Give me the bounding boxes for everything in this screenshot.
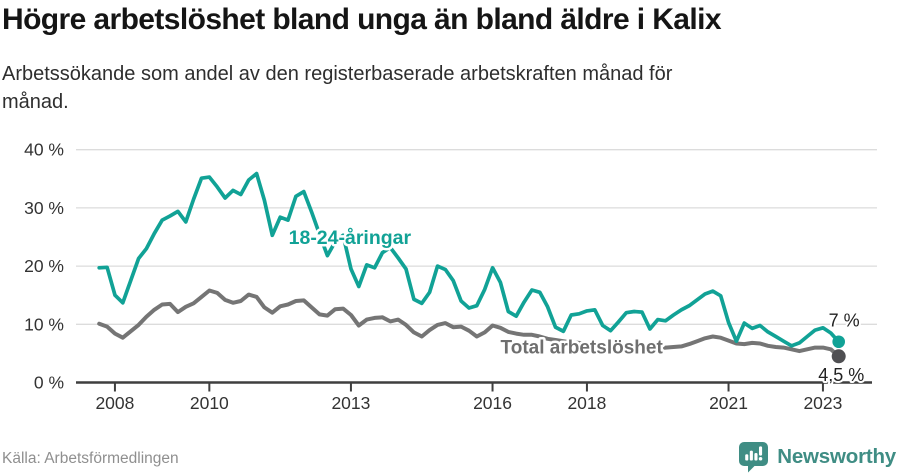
logo-bubble-shape	[739, 442, 769, 473]
logo-bar-3	[754, 453, 758, 461]
source-note: Källa: Arbetsförmedlingen	[2, 450, 179, 467]
series-label-youth: 18-24-åringar	[289, 226, 412, 249]
x-axis-label-2008: 2008	[95, 393, 134, 413]
y-axis-label-20: 20 %	[24, 256, 64, 276]
newsworthy-badge-icon	[739, 442, 769, 473]
logo-exclamation-dot	[759, 456, 763, 461]
x-axis-label-2010: 2010	[190, 393, 229, 413]
newsworthy-logo[interactable]: Newsworthy	[738, 441, 896, 473]
logo-bar-1	[745, 454, 749, 461]
x-axis-label-2016: 2016	[473, 393, 512, 413]
y-axis-label-40: 40 %	[24, 140, 64, 160]
y-axis-label-30: 30 %	[24, 198, 64, 218]
series-label-total: Total arbetslöshet	[501, 337, 664, 358]
chart-title: Högre arbetslöshet bland unga än bland ä…	[2, 3, 722, 36]
chart-svg: 0 % 10 % 20 % 30 % 40 % 2008 2010 2013 2016 2018 2…	[24, 140, 877, 413]
logo-bar-2	[750, 450, 754, 461]
y-axis-label-10: 10 %	[24, 314, 64, 334]
logo-exclamation-bar	[759, 446, 763, 456]
series-end-dot-youth	[832, 335, 845, 349]
subtitle-line-2: månad.	[2, 91, 69, 113]
series-line-youth	[97, 171, 841, 348]
x-axis-label-2013: 2013	[331, 393, 370, 413]
subtitle-line-1: Arbetssökande som andel av den registerb…	[2, 63, 673, 85]
line-chart: 0 % 10 % 20 % 30 % 40 % 2008 2010 2013 2016 2018 2…	[0, 128, 900, 428]
x-axis-label-2023: 2023	[803, 393, 842, 413]
y-axis-label-0: 0 %	[34, 373, 64, 393]
series-line-total	[97, 288, 841, 359]
series-end-dot-total	[831, 349, 846, 364]
x-axis-label-2021: 2021	[709, 393, 748, 413]
brand-name: Newsworthy	[777, 445, 896, 468]
chart-subtitle: Arbetssökande som andel av den registerb…	[2, 60, 672, 116]
end-label-youth: 7 %	[829, 311, 860, 331]
end-label-total: 4,5 %	[818, 365, 864, 385]
x-axis-label-2018: 2018	[567, 393, 606, 413]
